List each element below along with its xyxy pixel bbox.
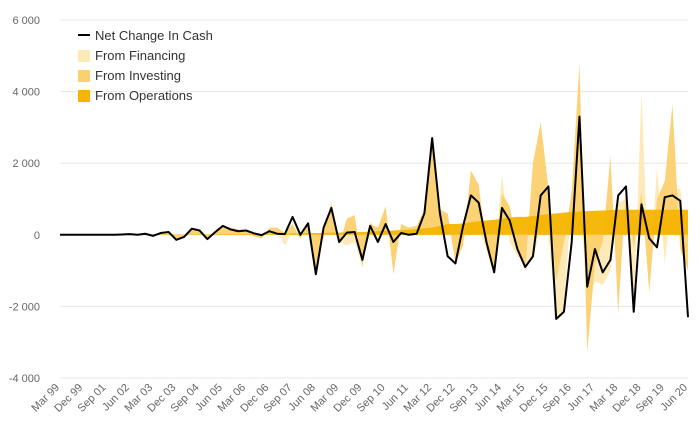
legend-item-investing[interactable]: From Investing (78, 68, 181, 83)
legend-swatch-operations (78, 90, 90, 102)
legend-label-financing: From Financing (95, 48, 185, 63)
line-net-change (60, 115, 689, 320)
y-tick-label-3: 2 000 (12, 158, 40, 170)
legend-swatch-financing (78, 50, 90, 62)
legend-label-net-change: Net Change In Cash (95, 28, 213, 43)
net-change-line-layer (60, 115, 689, 320)
legend-item-financing[interactable]: From Financing (78, 48, 185, 63)
area-operations (60, 209, 688, 235)
y-tick-label-2: 0 (34, 230, 40, 242)
legend-item-net-change[interactable]: Net Change In Cash (78, 28, 213, 43)
y-axis-ticks: -4 000 -2 000 0 2 000 4 000 6 000 (9, 15, 40, 385)
y-tick-label-1: -2 000 (9, 301, 40, 313)
legend-swatch-investing (78, 70, 90, 82)
y-tick-label-4: 4 000 (12, 87, 40, 99)
legend: Net Change In Cash From Financing From I… (78, 28, 213, 103)
area-series-layer (60, 62, 688, 353)
legend-item-operations[interactable]: From Operations (78, 88, 193, 103)
y-tick-label-5: 6 000 (12, 15, 40, 27)
legend-label-operations: From Operations (95, 88, 193, 103)
legend-label-investing: From Investing (95, 68, 181, 83)
area-investing (60, 62, 688, 353)
area-financing (60, 91, 688, 321)
y-tick-label-0: -4 000 (9, 373, 40, 385)
